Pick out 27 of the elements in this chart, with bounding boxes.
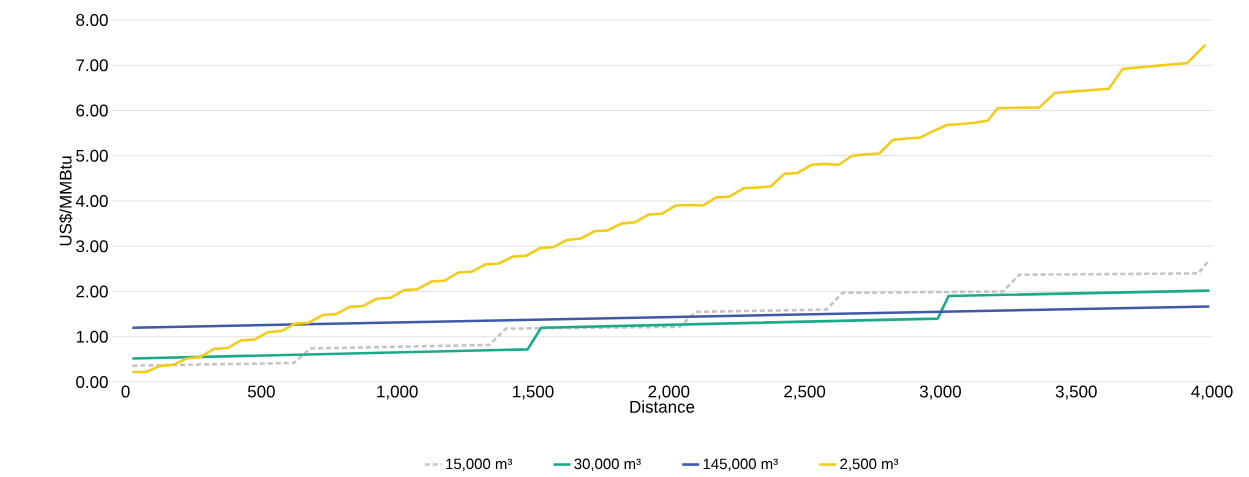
legend-label: 15,000 m³ [446, 458, 513, 471]
x-tick-label: 4,000 [1191, 385, 1233, 400]
y-tick-label: 8.00 [76, 14, 108, 26]
y-axis-title: US$/MMBtu [58, 156, 73, 246]
line-series [131, 289, 1211, 360]
legend-label: 145,000 m³ [703, 458, 778, 471]
x-tick-label: 2,000 [648, 385, 690, 400]
y-tick-label: 1.00 [76, 330, 108, 343]
x-tick-label: 1,000 [377, 385, 418, 400]
x-tick-label: 1,500 [513, 385, 554, 400]
y-tick-label: 7.00 [76, 59, 108, 72]
x-axis-title: Distance [630, 400, 695, 413]
line-series [131, 43, 1207, 374]
y-tick-label: 6.00 [76, 104, 108, 117]
x-tick-label: 3,000 [919, 385, 961, 400]
y-tick-label: 3.00 [76, 240, 108, 253]
x-tick-label: 2,500 [784, 385, 826, 400]
legend-label: 2,500 m³ [840, 458, 899, 471]
y-tick-label: 0.00 [76, 376, 108, 388]
x-tick-label: 0 [121, 385, 130, 398]
y-tick-label: 2.00 [76, 285, 108, 298]
x-tick-label: 3,500 [1055, 385, 1097, 400]
x-tick-label: 500 [247, 385, 275, 398]
line-series [131, 258, 1211, 368]
y-tick-label: 4.00 [75, 195, 108, 207]
legend-label: 30,000 m³ [574, 458, 641, 471]
y-tick-label: 5.00 [76, 149, 108, 162]
